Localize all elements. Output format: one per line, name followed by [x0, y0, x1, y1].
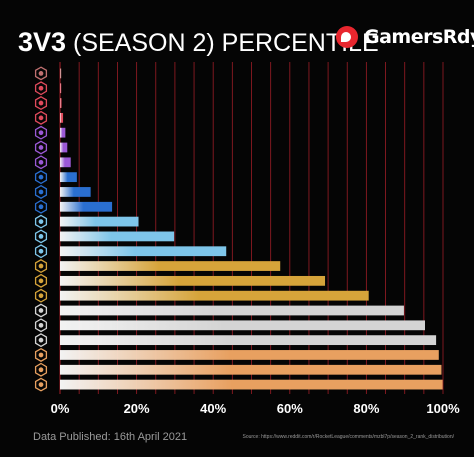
x-tick-label: 40% [200, 401, 226, 416]
bar [60, 68, 62, 79]
silver-icon [34, 333, 48, 348]
published-date: Data Published: 16th April 2021 [33, 431, 188, 443]
gold-icon [34, 288, 48, 303]
champion-icon [34, 140, 48, 155]
gold-icon [34, 259, 48, 274]
x-tick-label: 20% [124, 401, 150, 416]
brand-name: GamersRdy [364, 26, 474, 48]
silver-icon [34, 303, 48, 318]
diamond-icon [34, 184, 48, 199]
bar [60, 320, 425, 331]
bar [60, 350, 439, 360]
bar [60, 364, 442, 375]
x-tick-label: 100% [426, 401, 460, 416]
chart-title: 3V3 (SEASON 2) PERCENTILE [18, 28, 379, 57]
grand-champion-icon [34, 81, 48, 96]
diamond-icon [34, 170, 48, 185]
bar [60, 216, 139, 227]
bronze-icon [34, 362, 48, 377]
gold-icon [34, 273, 48, 288]
champion-icon [34, 155, 48, 170]
bar [60, 112, 64, 123]
x-tick-label: 0% [51, 401, 70, 416]
champion-icon [34, 125, 48, 140]
platinum-icon [34, 229, 48, 244]
bar [60, 275, 326, 286]
source-note: Source: https://www.reddit.com/r/RocketL… [242, 434, 455, 440]
bar [60, 290, 369, 301]
bar [60, 201, 113, 212]
bar [60, 187, 91, 197]
bronze-icon [34, 377, 48, 392]
bar [60, 127, 66, 138]
bronze-icon [34, 347, 48, 362]
x-tick-label: 60% [277, 401, 303, 416]
brand-logo: GamersRdy [336, 26, 474, 48]
platinum-icon [34, 244, 48, 259]
bar [60, 379, 443, 390]
bar [60, 305, 404, 316]
bar [60, 157, 71, 168]
title-rest: (SEASON 2) PERCENTILE [73, 29, 379, 57]
x-tick-label: 80% [353, 401, 379, 416]
grand-champion-icon [34, 110, 48, 125]
bar [60, 83, 62, 94]
bar [60, 172, 77, 183]
brand-logo-icon [336, 26, 358, 48]
bar [60, 142, 68, 153]
diamond-icon [34, 199, 48, 214]
silver-icon [34, 318, 48, 333]
title-bold: 3V3 [18, 27, 67, 57]
bar [60, 231, 175, 242]
bar [60, 335, 437, 346]
bar [60, 261, 281, 271]
supersonic-legend-icon [34, 66, 48, 81]
bar [60, 98, 62, 108]
bar [60, 246, 227, 257]
grand-champion-icon [34, 96, 48, 111]
platinum-icon [34, 214, 48, 229]
